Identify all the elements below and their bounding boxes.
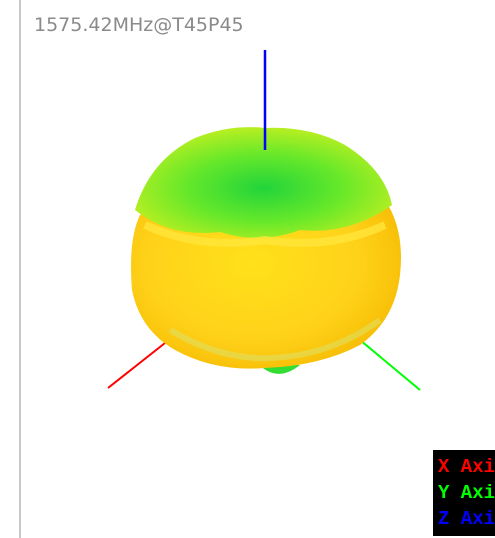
pattern-title: 1575.42MHz@T45P45 <box>34 14 244 36</box>
pattern-rim <box>168 317 382 362</box>
x-axis-line <box>107 342 166 389</box>
legend-x: X Axis <box>438 456 495 478</box>
axis-legend: X Axis Y Axis Z Axis <box>433 450 495 536</box>
y-axis-line <box>359 339 421 391</box>
pattern-band <box>143 221 387 247</box>
legend-z: Z Axis <box>438 508 495 530</box>
panel-border <box>19 0 21 538</box>
legend-y: Y Axis <box>438 482 495 504</box>
pattern-top <box>135 127 392 239</box>
